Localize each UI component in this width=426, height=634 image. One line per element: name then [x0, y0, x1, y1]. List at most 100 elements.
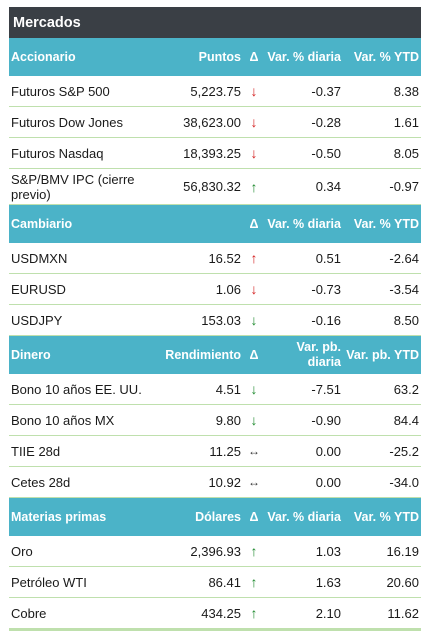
arrow-up-icon: ↑ [250, 543, 258, 559]
delta-header: Δ [249, 509, 259, 524]
table-row: Bono 10 años MX 9.80 ↓ -0.90 84.4 [9, 405, 421, 436]
table-row: Oro 2,396.93 ↑ 1.03 16.19 [9, 536, 421, 567]
markets-table: Mercados Accionario Puntos Δ Var. % diaria V… [9, 7, 421, 631]
instrument-value: 1.06 [215, 281, 241, 297]
daily-header: Var. % diaria [267, 509, 341, 524]
sections-container: Accionario Puntos Δ Var. % diaria Var. % YTD… [9, 38, 421, 629]
table-row: EURUSD 1.06 ↓ -0.73 -3.54 [9, 274, 421, 305]
daily-change: 0.34 [315, 179, 341, 194]
daily-change: -7.51 [311, 381, 341, 397]
ytd-change: -0.97 [389, 179, 419, 194]
arrow-down-icon: ↓ [250, 381, 258, 397]
ytd-change: 8.38 [393, 83, 419, 99]
section-name: Materias primas [11, 509, 107, 524]
instrument-name: Futuros S&P 500 [11, 83, 110, 99]
instrument-value: 153.03 [201, 312, 241, 328]
section-header-accionario: Accionario Puntos Δ Var. % diaria Var. % YTD [9, 38, 421, 76]
instrument-name: USDJPY [11, 312, 63, 328]
arrow-horizontal-icon: ↔ [248, 444, 260, 458]
instrument-name: Bono 10 años MX [11, 412, 115, 428]
instrument-value: 4.51 [215, 381, 241, 397]
arrow-up-icon: ↑ [250, 574, 258, 590]
ytd-header: Var. % YTD [353, 509, 419, 524]
table-row: Petróleo WTI 86.41 ↑ 1.63 20.60 [9, 567, 421, 598]
daily-change: -0.28 [311, 114, 341, 130]
table-row: Futuros Nasdaq 18,393.25 ↓ -0.50 8.05 [9, 138, 421, 169]
table-row: USDJPY 153.03 ↓ -0.16 8.50 [9, 305, 421, 336]
instrument-value: 10.92 [208, 474, 241, 490]
ytd-change: 8.50 [393, 312, 419, 328]
instrument-value: 18,393.25 [183, 145, 241, 161]
value-header: Dólares [195, 509, 241, 524]
instrument-name: EURUSD [11, 281, 66, 297]
section-name: Accionario [11, 49, 76, 64]
section-name: Dinero [11, 347, 51, 362]
delta-header: Δ [249, 49, 259, 64]
arrow-down-icon: ↓ [250, 412, 258, 428]
table-row: Bono 10 años EE. UU. 4.51 ↓ -7.51 63.2 [9, 374, 421, 405]
daily-change: 2.10 [315, 605, 341, 621]
daily-change: -0.37 [311, 83, 341, 99]
instrument-name: Futuros Dow Jones [11, 114, 123, 130]
arrow-down-icon: ↓ [250, 114, 258, 130]
instrument-value: 434.25 [201, 605, 241, 621]
instrument-name: Oro [11, 543, 33, 559]
ytd-header: Var. % YTD [353, 49, 419, 64]
daily-change: 0.00 [315, 474, 341, 490]
section-header-dinero: Dinero Rendimiento Δ Var. pb. diaria Var. pb… [9, 336, 421, 374]
arrow-up-icon: ↑ [250, 605, 258, 621]
value-header: Puntos [198, 49, 241, 64]
daily-change: -0.16 [311, 312, 341, 328]
ytd-change: 84.4 [393, 412, 419, 428]
instrument-name: Petróleo WTI [11, 574, 87, 590]
instrument-value: 11.25 [209, 443, 241, 459]
delta-header: Δ [249, 347, 259, 362]
table-row: Cetes 28d 10.92 ↔ 0.00 -34.0 [9, 467, 421, 498]
table-row: S&P/BMV IPC (cierre previo) 56,830.32 ↑ 0.3… [9, 169, 421, 205]
section-header-cambiario: Cambiario Δ Var. % diaria Var. % YTD [9, 205, 421, 243]
daily-change: 0.51 [315, 250, 341, 266]
table-row: Cobre 434.25 ↑ 2.10 11.62 [9, 598, 421, 629]
arrow-down-icon: ↓ [250, 83, 258, 99]
table-row: Futuros Dow Jones 38,623.00 ↓ -0.28 1.61 [9, 107, 421, 138]
table-row: Futuros S&P 500 5,223.75 ↓ -0.37 8.38 [9, 76, 421, 107]
ytd-change: -3.54 [389, 281, 419, 297]
daily-change: -0.50 [311, 145, 341, 161]
instrument-value: 16.52 [208, 250, 241, 266]
ytd-change: -2.64 [389, 250, 419, 266]
ytd-change: 16.19 [386, 543, 419, 559]
instrument-value: 2,396.93 [190, 543, 241, 559]
table-title: Mercados [9, 7, 421, 38]
daily-header: Var. % diaria [267, 49, 341, 64]
instrument-value: 86.41 [208, 574, 241, 590]
daily-header: Var. pb. diaria [296, 340, 341, 369]
ytd-change: 11.62 [387, 605, 419, 621]
instrument-name: Bono 10 años EE. UU. [11, 381, 142, 397]
arrow-down-icon: ↓ [250, 312, 258, 328]
ytd-change: -34.0 [389, 474, 419, 490]
ytd-change: 20.60 [386, 574, 419, 590]
daily-header: Var. % diaria [267, 216, 341, 231]
section-header-materias-primas: Materias primas Dólares Δ Var. % diaria Var.… [9, 498, 421, 536]
instrument-value: 9.80 [215, 412, 241, 428]
instrument-name: S&P/BMV IPC (cierre previo) [11, 171, 135, 202]
value-header: Rendimiento [165, 347, 241, 362]
table-row: USDMXN 16.52 ↑ 0.51 -2.64 [9, 243, 421, 274]
delta-header: Δ [249, 216, 259, 231]
daily-change: -0.90 [311, 412, 341, 428]
ytd-change: 8.05 [393, 145, 419, 161]
table-row: TIIE 28d 11.25 ↔ 0.00 -25.2 [9, 436, 421, 467]
daily-change: -0.73 [311, 281, 341, 297]
instrument-name: Cetes 28d [11, 474, 71, 490]
instrument-name: USDMXN [11, 250, 68, 266]
instrument-value: 38,623.00 [183, 114, 241, 130]
arrow-horizontal-icon: ↔ [248, 475, 260, 489]
ytd-change: 1.61 [393, 114, 419, 130]
instrument-name: TIIE 28d [11, 443, 61, 459]
instrument-name: Cobre [11, 605, 47, 621]
daily-change: 1.63 [315, 574, 341, 590]
ytd-change: 63.2 [393, 381, 419, 397]
ytd-header: Var. pb. YTD [346, 347, 419, 362]
ytd-header: Var. % YTD [353, 216, 419, 231]
instrument-name: Futuros Nasdaq [11, 145, 104, 161]
